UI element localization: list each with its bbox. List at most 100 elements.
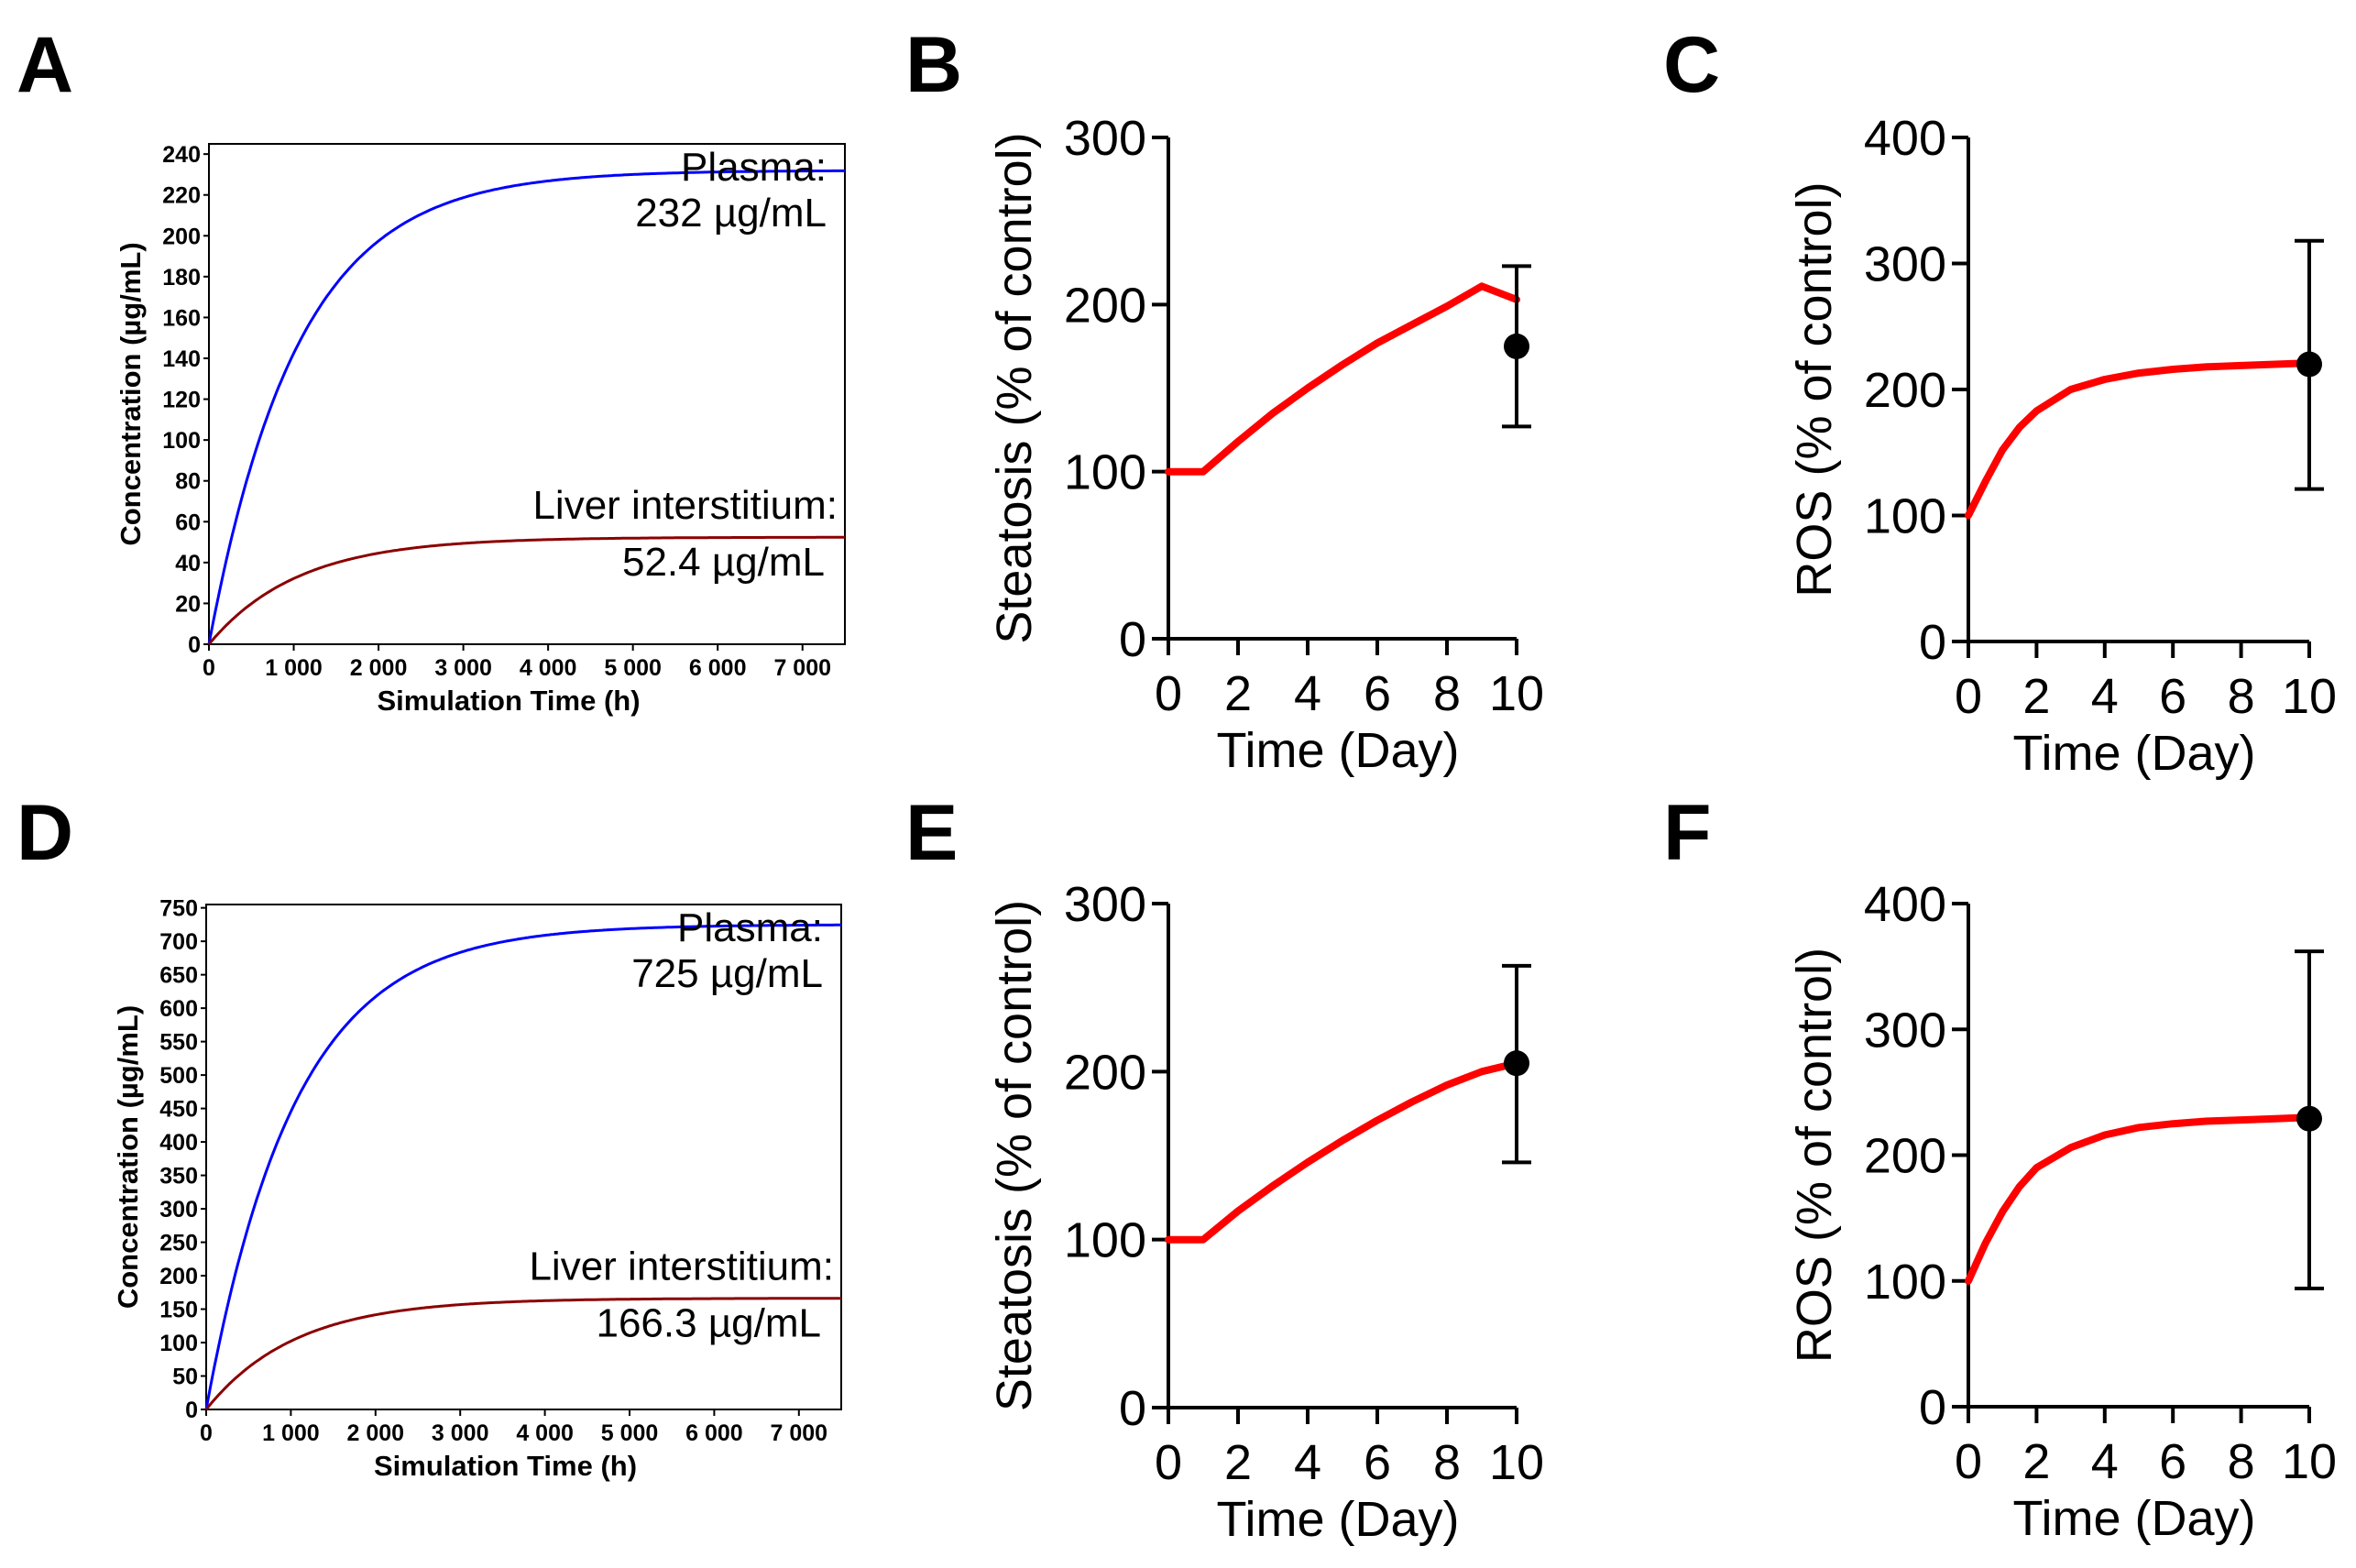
y-tick-label: 700 — [159, 929, 198, 955]
x-tick-label: 0 — [1955, 1434, 1982, 1489]
x-axis-label: Time (Day) — [1217, 1492, 1460, 1547]
y-tick-label: 50 — [172, 1365, 198, 1390]
x-tick-label: 10 — [2282, 669, 2337, 724]
series-value-label: 166.3 µg/mL — [596, 1301, 821, 1346]
y-tick-label: 350 — [159, 1164, 198, 1190]
x-tick-label: 2 — [1224, 666, 1252, 721]
x-tick-label: 0 — [1955, 669, 1982, 724]
y-tick-label: 120 — [162, 388, 201, 413]
panel-d: D 0 50 100 150 200 250 300 350 400 450 500 550 600 650… — [16, 789, 842, 1482]
y-tick-label: 300 — [1064, 111, 1146, 166]
y-tick-label: 100 — [1864, 1255, 1946, 1310]
plot-frame — [208, 143, 846, 645]
x-tick-label: 4 — [2091, 669, 2119, 724]
y-axis-label: Steatosis (% of control) — [987, 900, 1042, 1411]
series-line-plasma — [204, 923, 841, 1410]
y-tick-label: 0 — [1919, 615, 1946, 670]
y-tick-label: 100 — [1064, 445, 1146, 500]
x-tick-label: 2 000 — [347, 1420, 405, 1446]
y-tick-label: 240 — [162, 142, 201, 168]
x-tick-label: 10 — [1489, 1435, 1544, 1490]
y-tick-label: 40 — [175, 551, 201, 576]
series-line-plasma — [207, 169, 845, 645]
x-tick-label: 2 000 — [350, 655, 408, 681]
y-tick-label: 300 — [1064, 877, 1146, 932]
x-tick-label: 1 000 — [265, 655, 323, 681]
y-tick-label: 300 — [1864, 1003, 1946, 1058]
series-label: Plasma: — [677, 905, 823, 950]
x-tick-label: 2 — [1224, 1435, 1252, 1490]
x-tick-label: 7 000 — [773, 655, 831, 681]
x-axis-label: Time (Day) — [1217, 723, 1460, 778]
y-tick-label: 650 — [159, 963, 198, 989]
y-tick-label: 60 — [175, 510, 201, 535]
x-tick-label: 8 — [1433, 1435, 1461, 1490]
y-tick-label: 0 — [1119, 612, 1146, 667]
y-tick-label: 400 — [159, 1130, 198, 1156]
x-tick-label: 6 — [1364, 1435, 1391, 1490]
model-line — [1965, 1113, 2313, 1285]
y-tick-label: 300 — [159, 1197, 198, 1223]
y-tick-label: 400 — [1864, 877, 1946, 932]
panel-letter: B — [905, 21, 962, 109]
x-tick-label: 4 — [2091, 1434, 2119, 1489]
panel-letter: E — [905, 789, 958, 877]
model-line — [1165, 282, 1520, 476]
x-tick-label: 10 — [2282, 1434, 2337, 1489]
y-tick-label: 100 — [1864, 489, 1946, 544]
x-tick-label: 2 — [2022, 1434, 2050, 1489]
y-tick-label: 100 — [162, 428, 201, 454]
x-tick-label: 6 000 — [685, 1420, 743, 1446]
y-tick-label: 100 — [1064, 1213, 1146, 1268]
y-tick-label: 400 — [1864, 111, 1946, 166]
y-tick-label: 450 — [159, 1097, 198, 1123]
x-tick-label: 6 — [1364, 666, 1391, 721]
x-tick-label: 4 — [1294, 1435, 1321, 1490]
data-point — [1504, 333, 1529, 359]
y-tick-label: 220 — [162, 183, 201, 209]
data-point — [2296, 1105, 2322, 1132]
x-tick-label: 0 — [203, 655, 215, 681]
y-tick-label: 80 — [175, 469, 201, 495]
y-tick-label: 200 — [1064, 1045, 1146, 1100]
x-axis-label: Time (Day) — [2013, 1491, 2256, 1546]
x-tick-label: 4 — [1294, 666, 1321, 721]
x-tick-label: 0 — [200, 1420, 213, 1446]
x-axis-label: Simulation Time (h) — [377, 685, 640, 717]
x-tick-label: 0 — [1155, 1435, 1182, 1490]
x-tick-label: 0 — [1155, 666, 1182, 721]
series-line-liver — [207, 535, 845, 645]
y-tick-label: 600 — [159, 996, 198, 1022]
model-line — [1165, 1059, 1520, 1244]
y-tick-label: 20 — [175, 591, 201, 617]
x-tick-label: 5 000 — [604, 655, 662, 681]
x-tick-label: 1 000 — [262, 1420, 320, 1446]
y-tick-label: 0 — [188, 632, 201, 658]
y-axis-label: Concentration (µg/mL) — [112, 1005, 144, 1309]
series-value-label: 725 µg/mL — [631, 951, 823, 996]
x-tick-label: 6 — [2159, 1434, 2186, 1489]
y-tick-label: 160 — [162, 305, 201, 331]
y-tick-label: 750 — [159, 896, 198, 922]
series-label: Liver interstitium: — [532, 483, 838, 528]
y-tick-label: 0 — [185, 1398, 198, 1423]
x-tick-label: 7 000 — [771, 1420, 828, 1446]
panel-letter: D — [16, 789, 73, 877]
series-label: Plasma: — [681, 145, 827, 190]
y-axis-label: ROS (% of control) — [1787, 181, 1842, 597]
y-tick-label: 250 — [159, 1231, 198, 1256]
series-value-label: 232 µg/mL — [635, 191, 827, 236]
x-tick-label: 2 — [2022, 669, 2050, 724]
series-label: Liver interstitium: — [529, 1245, 834, 1289]
panel-letter: F — [1663, 789, 1712, 877]
y-tick-label: 0 — [1119, 1381, 1146, 1436]
y-tick-label: 300 — [1864, 237, 1946, 292]
y-axis-label: ROS (% of control) — [1787, 948, 1842, 1363]
data-point — [1504, 1050, 1529, 1077]
x-tick-label: 8 — [2228, 669, 2255, 724]
x-tick-label: 3 000 — [432, 1420, 489, 1446]
x-tick-label: 5 000 — [601, 1420, 659, 1446]
x-tick-label: 4 000 — [520, 655, 577, 681]
